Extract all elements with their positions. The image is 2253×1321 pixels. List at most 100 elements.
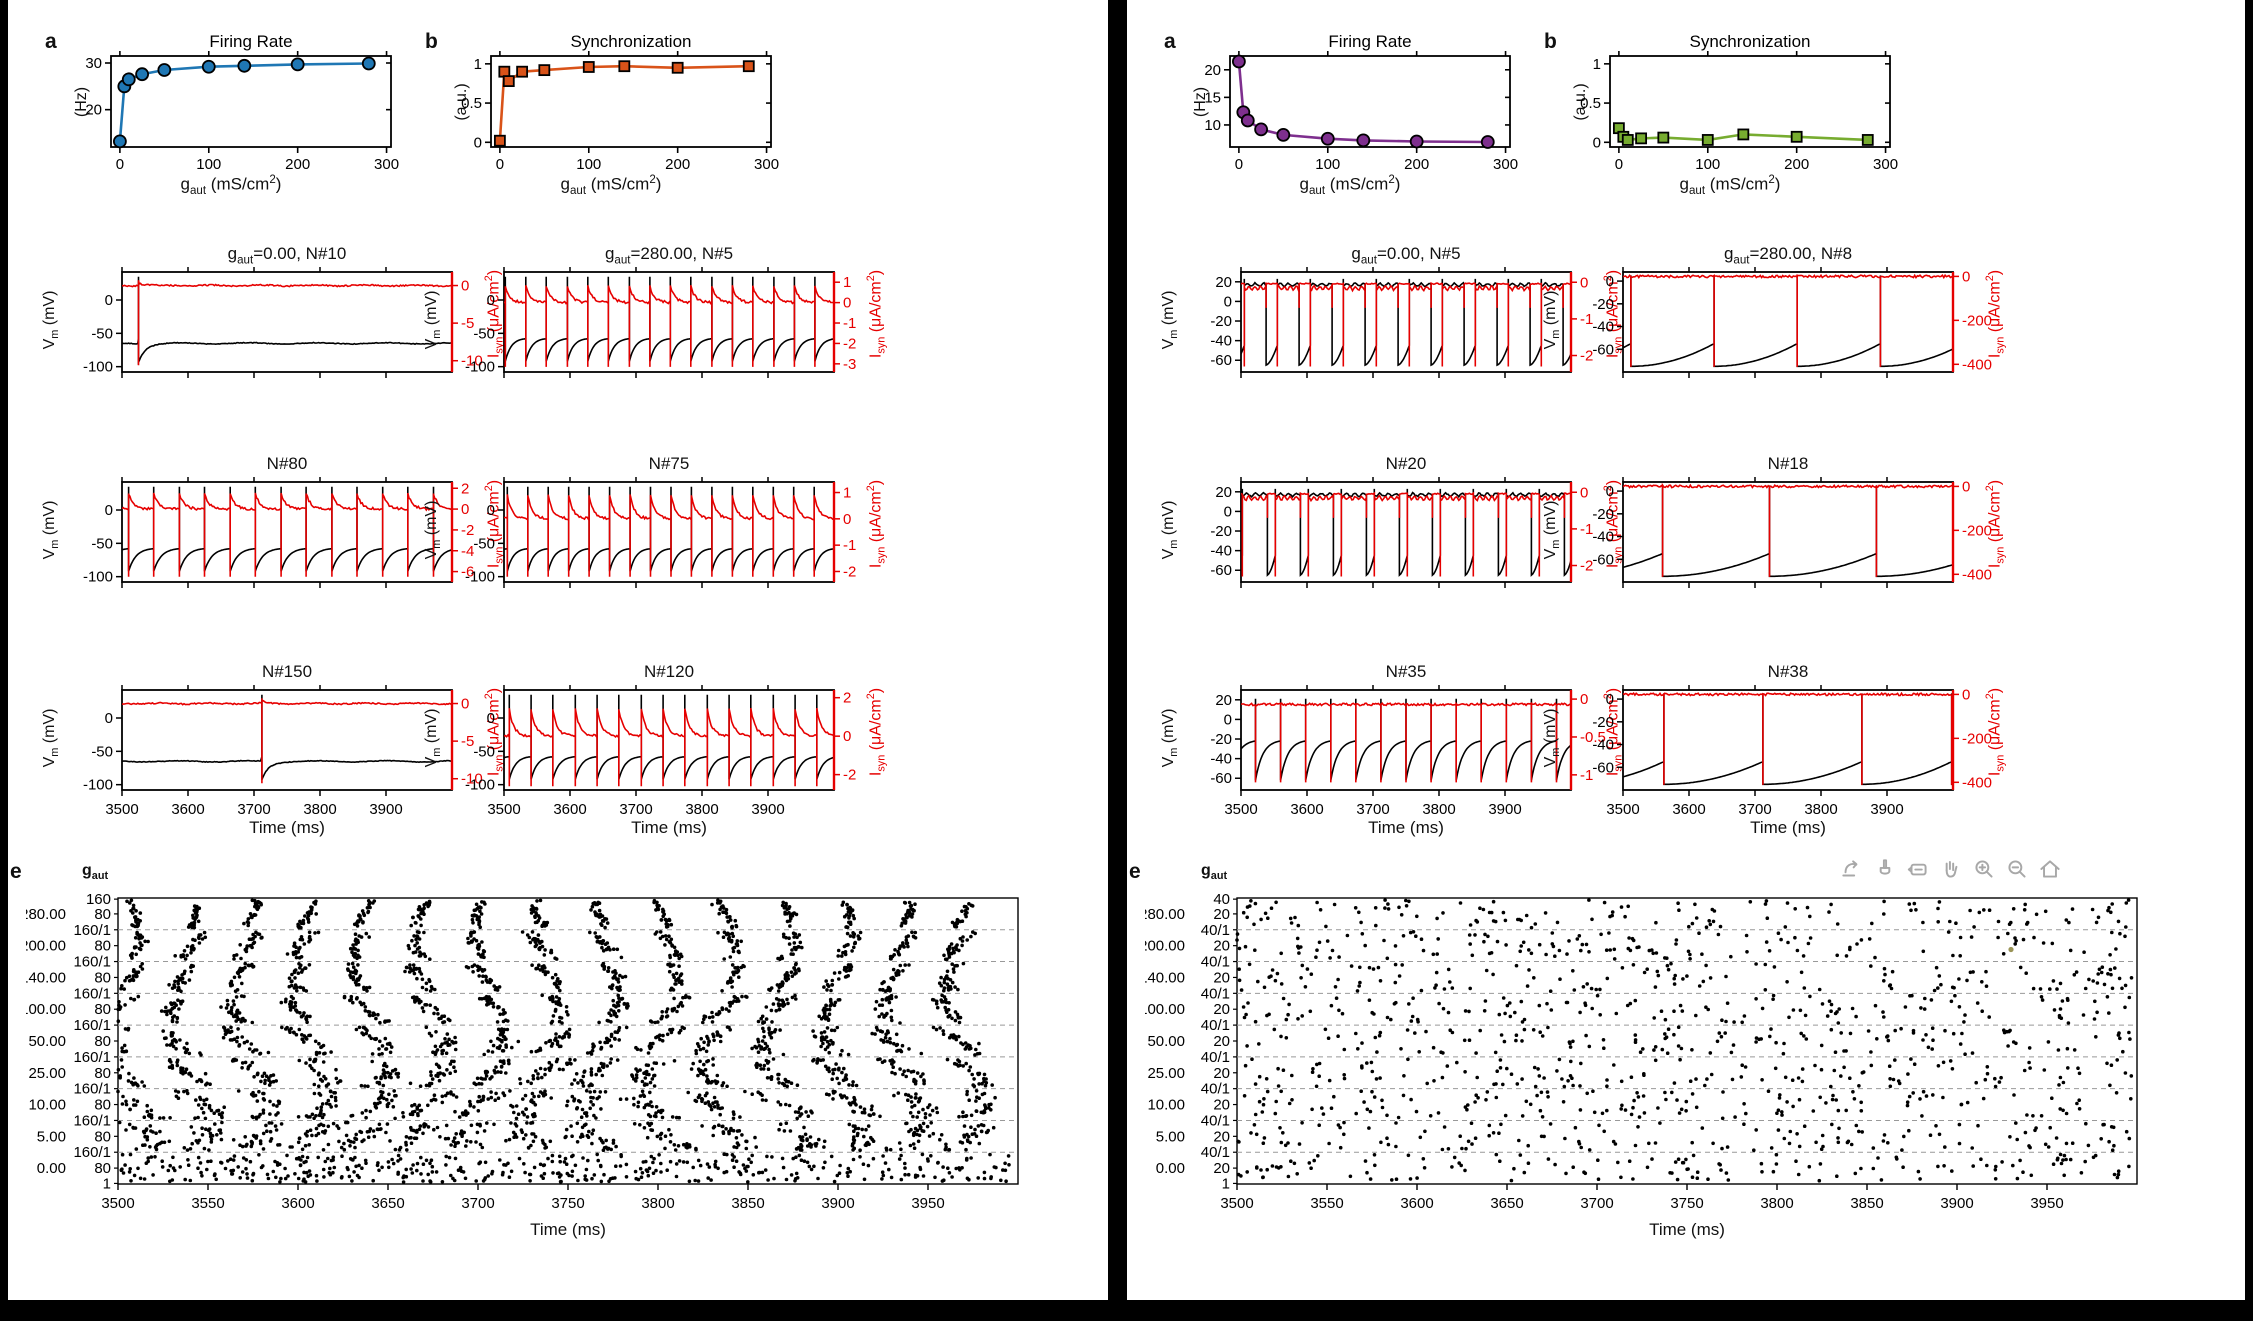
firing-rate-panel: a (Hz) Firing Rate 0 100 200 300 20 30 gaut (m… xyxy=(23,16,403,246)
svg-text:0: 0 xyxy=(487,502,495,519)
svg-text:-2: -2 xyxy=(1580,558,1593,575)
svg-text:0: 0 xyxy=(1224,503,1232,520)
svg-text:160/1: 160/1 xyxy=(73,1017,111,1034)
spike-raster[interactable]: 16080160/180160/180160/180160/180160/180… xyxy=(26,884,1066,1220)
export-icon[interactable] xyxy=(1839,856,1865,882)
vm-isyn-trace: 0 -50 -100 2 0 -2 -4 -6 xyxy=(83,477,474,588)
svg-text:200.00: 200.00 xyxy=(26,938,66,955)
svg-text:0: 0 xyxy=(1615,156,1623,173)
svg-text:-5: -5 xyxy=(461,315,474,332)
svg-text:1: 1 xyxy=(103,1175,111,1192)
brush-icon[interactable] xyxy=(1872,856,1898,882)
raster-panel-left: e gaut 160 80 160/1 80 160/1 80 160/1 80 160/1 80… xyxy=(8,860,1108,1298)
panel-label-a: a xyxy=(45,30,57,53)
home-icon[interactable] xyxy=(2037,856,2063,882)
svg-text:0: 0 xyxy=(1962,268,1970,285)
trace-title: gaut=280.00, N#8 xyxy=(1723,244,1853,267)
svg-text:100: 100 xyxy=(576,156,601,173)
vm-axis-label: Vm (mV) xyxy=(423,500,444,560)
vm-axis-label: Vm (mV) xyxy=(41,290,62,350)
svg-text:160/1: 160/1 xyxy=(73,922,111,939)
svg-text:0: 0 xyxy=(1580,484,1588,501)
svg-text:100: 100 xyxy=(1315,156,1340,173)
zoom-out-icon[interactable] xyxy=(2004,856,2030,882)
svg-text:3600: 3600 xyxy=(171,801,204,818)
svg-text:-50: -50 xyxy=(91,535,113,552)
svg-text:-1: -1 xyxy=(843,315,856,332)
gaut-axis-label: gaut (mS/cm2) xyxy=(1679,174,1781,198)
spike-raster[interactable]: 402040/12040/12040/12040/12040/12040/120… xyxy=(1145,884,2185,1220)
svg-text:0: 0 xyxy=(1606,483,1614,500)
svg-text:80: 80 xyxy=(94,938,111,955)
svg-text:-40: -40 xyxy=(1210,751,1232,768)
svg-text:80: 80 xyxy=(94,1160,111,1177)
isyn-axis-label: Isyn (μA/cm2) xyxy=(1984,687,2007,777)
svg-text:-100: -100 xyxy=(83,359,113,376)
svg-text:-50: -50 xyxy=(91,325,113,342)
svg-text:-40: -40 xyxy=(1592,737,1614,754)
vm-isyn-trace: 20 0 -20 -40 -60 0 -1 -2 xyxy=(1210,267,1593,378)
svg-text:3600: 3600 xyxy=(553,801,586,818)
svg-text:3900: 3900 xyxy=(1870,801,1903,818)
vm-axis-label: Vm (mV) xyxy=(41,500,62,560)
isyn-axis-label: Isyn (μA/cm2) xyxy=(865,269,888,359)
svg-text:0: 0 xyxy=(105,502,113,519)
zoom-in-icon[interactable] xyxy=(1971,856,1997,882)
svg-text:-100: -100 xyxy=(465,359,495,376)
svg-text:-3: -3 xyxy=(843,356,856,373)
svg-text:-0.5: -0.5 xyxy=(1580,729,1606,746)
trace-title: N#75 xyxy=(648,454,690,473)
svg-text:15: 15 xyxy=(1204,89,1221,106)
trace-row-1-right: gaut=0.00, N#5 Vm (mV) 20 0 -20 -40 -60 0 -1 -2… xyxy=(1127,244,2245,454)
svg-text:3900: 3900 xyxy=(751,801,784,818)
trace-row-3-left: N#150 Vm (mV) 3500 3600 3700 3800 3900 0 -50 -1… xyxy=(8,662,1108,872)
gaut-axis-title: gaut xyxy=(82,862,109,883)
svg-text:100: 100 xyxy=(196,156,221,173)
figure-left: a (Hz) Firing Rate 0 100 200 300 20 30 gaut (m… xyxy=(8,0,1108,1300)
svg-text:3550: 3550 xyxy=(191,1195,224,1212)
trace-row-2-right: N#20 Vm (mV) 20 0 -20 -40 -60 0 -1 -2 Isyn (μA/… xyxy=(1127,454,2245,664)
annotate-icon[interactable] xyxy=(1905,856,1931,882)
svg-text:0: 0 xyxy=(1224,293,1232,310)
svg-text:Synchronization: Synchronization xyxy=(1690,32,1811,51)
plot-toolbar xyxy=(1839,856,2063,882)
svg-text:80: 80 xyxy=(94,1065,111,1082)
svg-text:1: 1 xyxy=(1593,56,1601,73)
svg-text:20: 20 xyxy=(1204,62,1221,79)
svg-text:80: 80 xyxy=(94,1097,111,1114)
svg-text:3650: 3650 xyxy=(371,1195,404,1212)
svg-text:-200: -200 xyxy=(1962,522,1992,539)
svg-text:10.00: 10.00 xyxy=(28,1097,66,1114)
svg-text:300: 300 xyxy=(754,156,779,173)
vm-axis-label: Vm (mV) xyxy=(41,708,62,768)
svg-text:-100: -100 xyxy=(465,777,495,794)
svg-text:0: 0 xyxy=(1224,711,1232,728)
isyn-axis-label: Isyn (μA/cm2) xyxy=(1984,479,2007,569)
trace-cell: N#18 Vm (mV) 0 -20 -40 -60 0 -200 -400 Isyn (μ… xyxy=(1527,454,2087,664)
svg-text:160/1: 160/1 xyxy=(73,1144,111,1161)
trace-title: N#38 xyxy=(1767,662,1809,681)
trace-cell: gaut=280.00, N#8 Vm (mV) 0 -20 -40 -60 0 -200… xyxy=(1527,244,2087,454)
svg-text:-40: -40 xyxy=(1210,543,1232,560)
svg-text:3800: 3800 xyxy=(685,801,718,818)
svg-text:3800: 3800 xyxy=(303,801,336,818)
svg-text:0: 0 xyxy=(1962,478,1970,495)
svg-text:3700: 3700 xyxy=(237,801,270,818)
svg-text:3900: 3900 xyxy=(369,801,402,818)
svg-text:0: 0 xyxy=(1606,273,1614,290)
vm-axis-label: Vm (mV) xyxy=(423,290,444,350)
svg-text:200: 200 xyxy=(1784,156,1809,173)
trace-cell: N#80 Vm (mV) 0 -50 -100 2 0 -2 -4 -6 Isyn (μA/c… xyxy=(26,454,586,664)
panel-label-b: b xyxy=(1544,30,1557,53)
svg-text:0: 0 xyxy=(843,511,851,528)
svg-text:10: 10 xyxy=(1204,117,1221,134)
svg-text:280.00: 280.00 xyxy=(26,906,66,923)
trace-title: N#120 xyxy=(643,662,695,681)
svg-text:-20: -20 xyxy=(1210,731,1232,748)
pan-icon[interactable] xyxy=(1938,856,1964,882)
trace-row-1-left: gaut=0.00, N#10 Vm (mV) 0 -50 -100 0 -5 -10 I… xyxy=(8,244,1108,454)
vm-axis-label: Vm (mV) xyxy=(1160,500,1181,560)
svg-text:5.00: 5.00 xyxy=(37,1128,66,1145)
isyn-axis-label: Isyn (μA/cm2) xyxy=(1984,269,2007,359)
svg-text:-2: -2 xyxy=(843,767,856,784)
